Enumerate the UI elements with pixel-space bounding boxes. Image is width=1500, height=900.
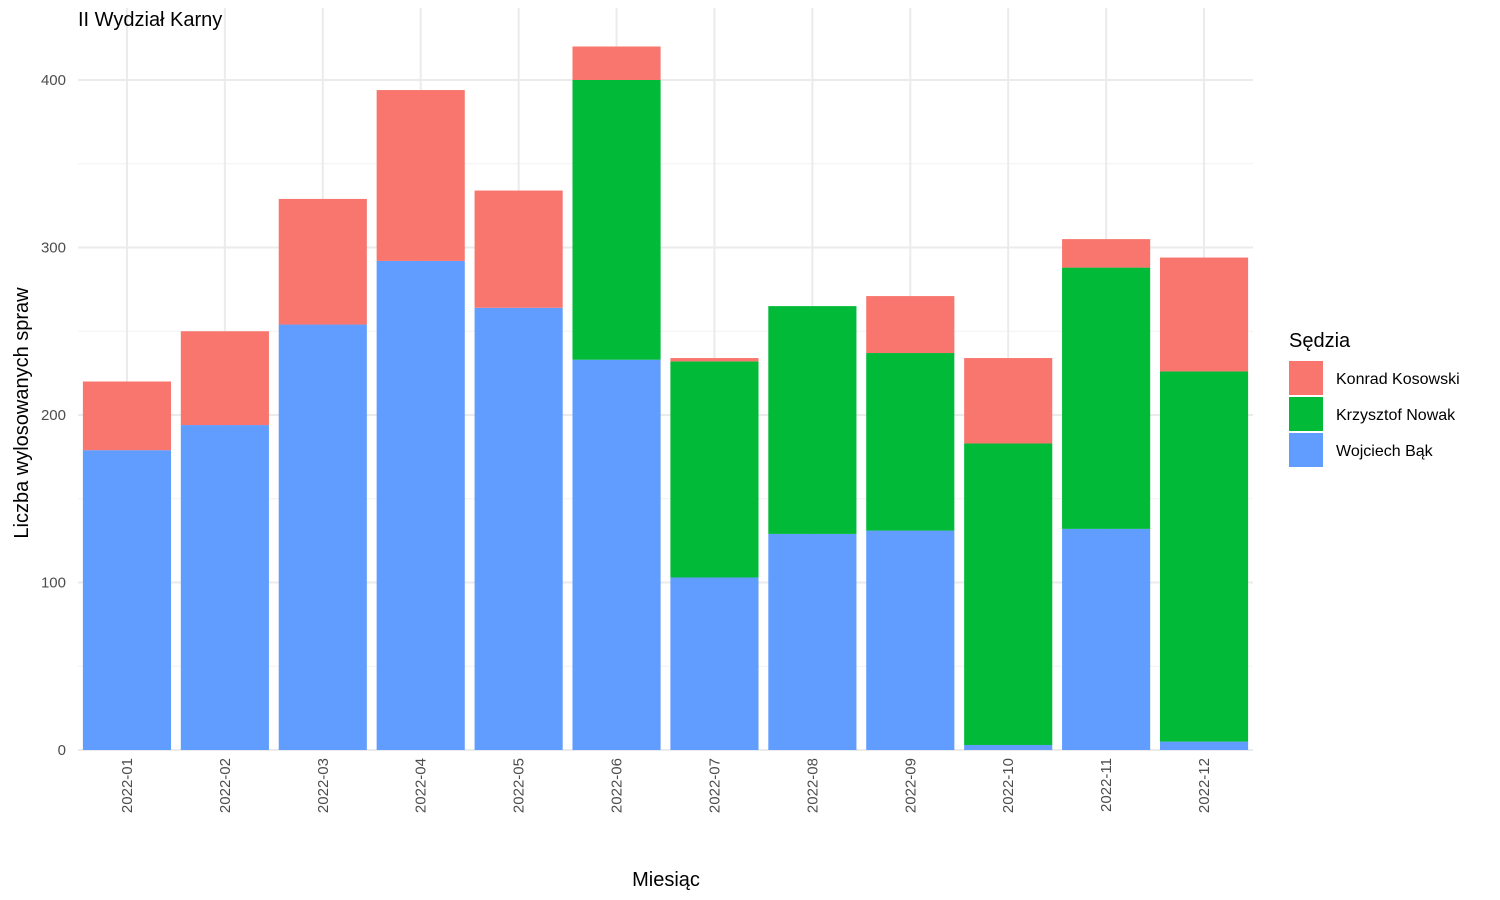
bar-segment <box>964 744 1053 750</box>
bar-segment <box>866 296 955 354</box>
legend-label: Konrad Kosowski <box>1336 371 1460 388</box>
y-tick-label: 200 <box>41 407 66 424</box>
legend-label: Krzysztof Nowak <box>1336 407 1456 424</box>
x-tick-label: 2022-02 <box>217 758 234 813</box>
bar-segment <box>278 198 367 325</box>
legend-key <box>1289 433 1323 467</box>
x-tick-label: 2022-10 <box>1000 758 1017 813</box>
bar-segment <box>1159 371 1249 742</box>
bar-segment <box>82 381 172 451</box>
bar-segment <box>964 443 1053 745</box>
y-tick-label: 0 <box>58 742 66 759</box>
bar-segment <box>572 359 661 750</box>
bar-segment <box>1159 741 1249 750</box>
y-tick-label: 100 <box>41 575 66 592</box>
bar-segment <box>866 530 955 750</box>
x-tick-label: 2022-01 <box>119 758 136 813</box>
bar-segment <box>474 190 563 308</box>
bar-segment <box>572 46 661 80</box>
x-axis-ticks: 2022-01 2022-02 2022-03 2022-04 2022-05 2022-… <box>119 758 1213 813</box>
x-tick-label: 2022-03 <box>315 758 332 813</box>
x-tick-label: 2022-09 <box>902 758 919 813</box>
bar-segment <box>964 358 1053 444</box>
y-axis-ticks: 0 100 200 300 400 <box>41 72 66 759</box>
legend-key <box>1289 397 1323 431</box>
x-tick-label: 2022-07 <box>706 758 723 813</box>
x-tick-label: 2022-06 <box>609 758 626 813</box>
bar-segment <box>1062 267 1151 529</box>
y-tick-label: 300 <box>41 240 66 257</box>
bars <box>82 46 1249 750</box>
bar-segment <box>670 361 759 578</box>
bar-segment <box>1062 239 1151 268</box>
legend: Sędzia Konrad Kosowski Krzysztof Nowak Woj… <box>1289 330 1460 467</box>
bar-segment <box>1062 528 1151 750</box>
bar-segment <box>768 306 857 534</box>
x-axis-title: Miesiąc <box>632 869 700 891</box>
bar-segment <box>866 353 955 531</box>
bar-segment <box>572 80 661 360</box>
legend-label: Wojciech Bąk <box>1336 443 1434 460</box>
bar-segment <box>376 90 465 261</box>
bar-segment <box>180 331 269 426</box>
bar-segment <box>180 425 269 750</box>
x-tick-label: 2022-08 <box>804 758 821 813</box>
y-axis-title: Liczba wylosowanych spraw <box>11 287 33 539</box>
bar-segment <box>278 324 367 750</box>
x-tick-label: 2022-11 <box>1098 758 1115 812</box>
legend-key <box>1289 361 1323 395</box>
legend-title: Sędzia <box>1289 330 1351 352</box>
x-tick-label: 2022-04 <box>413 758 430 813</box>
y-tick-label: 400 <box>41 72 66 89</box>
bar-segment <box>82 450 172 750</box>
bar-segment <box>768 533 857 750</box>
bar-segment <box>670 358 759 362</box>
x-tick-label: 2022-12 <box>1196 758 1213 813</box>
bar-segment <box>1159 257 1249 372</box>
bar-segment <box>376 260 465 750</box>
bar-segment <box>670 577 759 750</box>
bar-segment <box>474 307 563 750</box>
chart-title: II Wydział Karny <box>78 9 222 31</box>
x-tick-label: 2022-05 <box>511 758 528 813</box>
